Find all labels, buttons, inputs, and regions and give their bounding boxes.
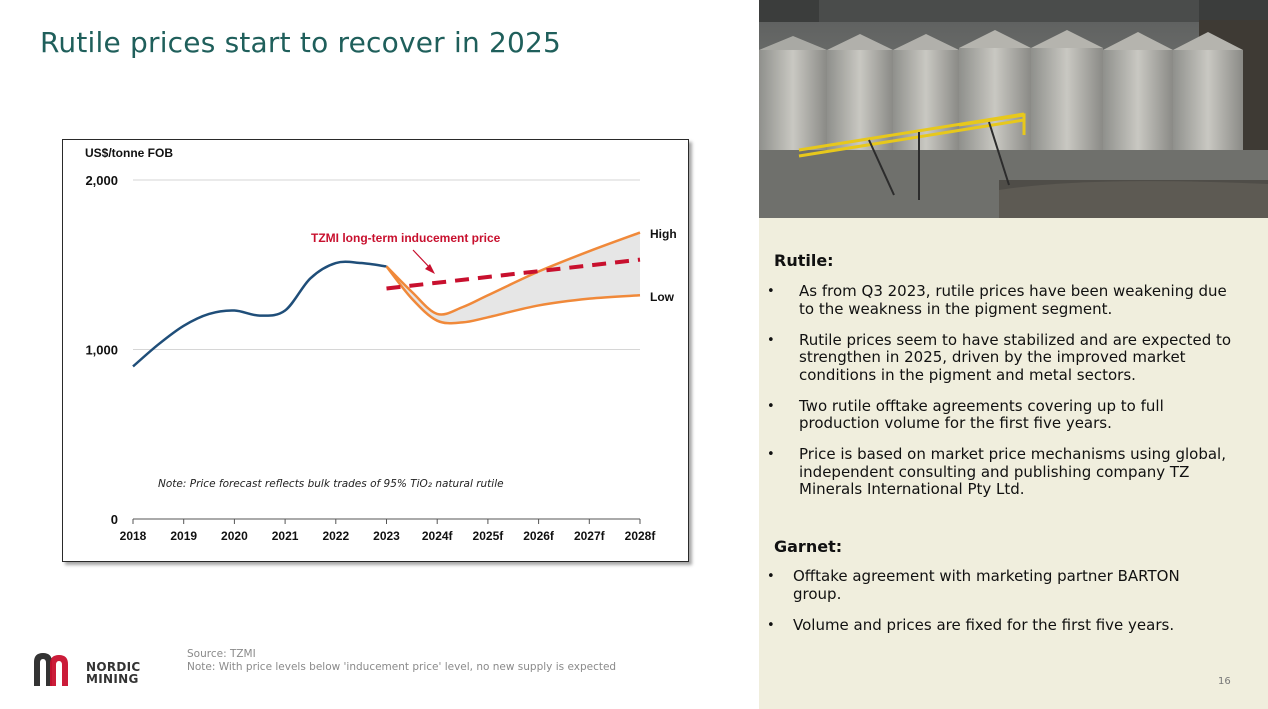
logo-line-2: MINING xyxy=(86,672,139,686)
x-tick-label: 2026f xyxy=(523,529,555,543)
bullet-text-line: As from Q3 2023, rutile prices have been… xyxy=(799,282,1227,300)
x-tick-label: 2028f xyxy=(625,529,657,543)
price-chart: US$/tonne FOB 2,000 1,000 0 2018 2019 2020 2021… xyxy=(62,139,689,562)
bullet-dot: • xyxy=(767,284,775,299)
x-tick-label: 2022 xyxy=(322,529,349,543)
silo-photo xyxy=(759,0,1268,218)
logo-line-1: NORDIC xyxy=(86,660,141,674)
inducement-arrowhead xyxy=(425,264,435,274)
y-tick-label: 0 xyxy=(111,512,118,527)
note-line: Note: With price levels below 'inducemen… xyxy=(187,661,617,673)
series-line-1 xyxy=(385,231,641,316)
bullet-item: • Two rutile offtake agreements covering … xyxy=(767,396,1262,433)
source-line: Source: TZMI xyxy=(187,648,256,660)
y-tick-label: 2,000 xyxy=(85,173,118,188)
logo-mark-red xyxy=(50,655,68,686)
rutile-heading: Rutile: xyxy=(774,251,834,270)
silo-group xyxy=(759,30,1243,160)
bullet-text-line: independent consulting and publishing co… xyxy=(799,462,1190,481)
bullet-text-line: Rutile prices seem to have stabilized an… xyxy=(799,330,1232,349)
series-line-0 xyxy=(132,260,387,368)
bullet-text-line: production volume for the first five yea… xyxy=(799,414,1112,432)
x-tick-label: 2025f xyxy=(473,529,505,543)
series-line-3 xyxy=(386,257,641,291)
bullet-text-line: conditions in the pigment and metal sect… xyxy=(799,365,1136,384)
bullet-text-line: Minerals International Pty Ltd. xyxy=(799,480,1025,498)
page-number: 16 xyxy=(1218,676,1231,687)
bullet-item: • Volume and prices are fixed for the fir… xyxy=(767,615,1262,635)
slide-title: Rutile prices start to recover in 2025 xyxy=(40,26,562,59)
garnet-heading: Garnet: xyxy=(774,537,843,556)
bullet-item: • Offtake agreement with marketing partne… xyxy=(767,567,1262,603)
x-tick-label: 2021 xyxy=(272,529,299,543)
x-tick-label: 2023 xyxy=(373,529,400,543)
bullet-dot: • xyxy=(767,569,775,584)
logo-wordmark: NORDIC MINING xyxy=(86,661,141,685)
y-tick-label: 1,000 xyxy=(85,343,118,358)
high-label: High xyxy=(650,227,677,241)
x-tick-label: 2018 xyxy=(120,529,147,543)
logo-mark-dark xyxy=(34,653,52,686)
bullet-text-line: to the weakness in the pigment segment. xyxy=(799,299,1113,318)
chart-note: Note: Price forecast reflects bulk trade… xyxy=(158,478,504,490)
x-tick-label: 2024f xyxy=(422,529,454,543)
right-panel: Rutile: • As from Q3 2023, rutile prices … xyxy=(759,0,1268,709)
bullet-item: • Rutile prices seem to have stabilized a… xyxy=(767,330,1262,385)
bullet-text-line: Price is based on market price mechanism… xyxy=(799,445,1226,463)
bullet-dot: • xyxy=(767,398,775,414)
bullet-text-line: Two rutile offtake agreements covering u… xyxy=(799,396,1164,415)
nordic-mining-logo xyxy=(34,653,68,686)
x-tick-label: 2019 xyxy=(170,529,197,543)
inducement-price-label: TZMI long-term inducement price xyxy=(311,231,501,245)
bullet-dot: • xyxy=(767,447,775,462)
forecast-band xyxy=(386,232,640,324)
bullet-text-line: Offtake agreement with marketing partner… xyxy=(793,567,1180,585)
source-note: Source: TZMI Note: With price levels bel… xyxy=(187,648,616,674)
low-label: Low xyxy=(650,290,675,304)
bullet-text-line: group. xyxy=(793,584,842,603)
x-tick-label: 2020 xyxy=(221,529,248,543)
bullet-dot: • xyxy=(767,617,775,633)
inducement-arrow-line xyxy=(412,249,432,270)
bullet-dot: • xyxy=(767,332,775,348)
y-axis-title: US$/tonne FOB xyxy=(85,146,173,160)
bullet-text-line: Volume and prices are fixed for the firs… xyxy=(793,615,1175,634)
conveyor xyxy=(798,112,1026,158)
bullet-text-line: strengthen in 2025, driven by the improv… xyxy=(799,348,1186,366)
bullet-item: • As from Q3 2023, rutile prices have bee… xyxy=(767,282,1262,318)
series-line-2 xyxy=(385,265,641,325)
bullet-item: • Price is based on market price mechanis… xyxy=(767,445,1262,499)
x-tick-label: 2027f xyxy=(574,529,606,543)
